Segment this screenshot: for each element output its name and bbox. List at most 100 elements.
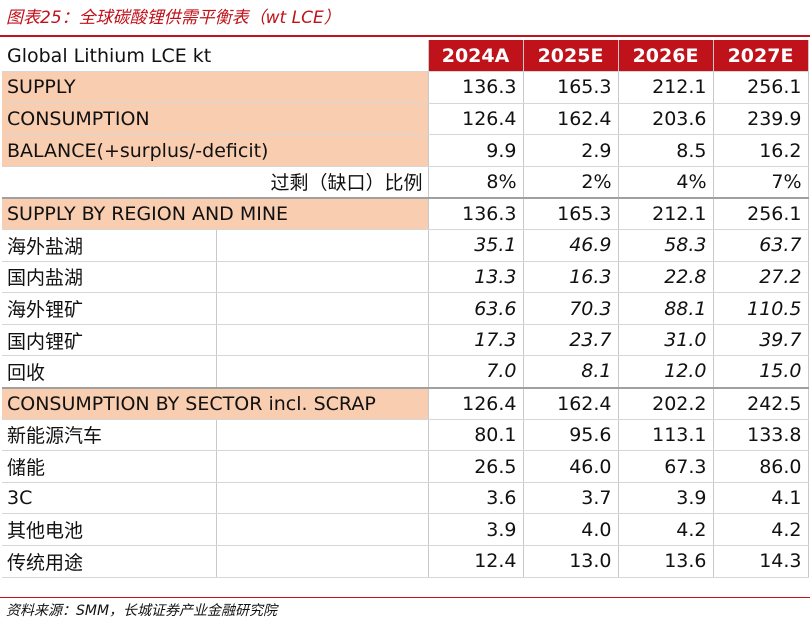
cell-value: 13.3 — [428, 261, 524, 294]
title-divider — [0, 35, 810, 37]
cell-value: 58.3 — [618, 229, 714, 262]
cell-value: 7.0 — [428, 355, 524, 389]
table-row: CONSUMPTION BY SECTOR incl. SCRAP 126.4 … — [2, 386, 809, 420]
cell-value: 95.6 — [523, 419, 619, 452]
empty-cell — [216, 419, 429, 452]
empty-cell — [216, 292, 429, 325]
cell-value: 136.3 — [428, 71, 524, 104]
row-label: 海外锂矿 — [2, 292, 217, 325]
row-label: 国内盐湖 — [2, 261, 217, 294]
cell-value: 110.5 — [713, 292, 809, 325]
row-label: 新能源汽车 — [2, 419, 217, 452]
cell-value: 12.0 — [618, 355, 714, 389]
cell-value: 162.4 — [523, 103, 619, 136]
cell-value: 22.8 — [618, 261, 714, 294]
empty-cell — [216, 261, 429, 294]
cell-value: 70.3 — [523, 292, 619, 325]
source-note: 资料来源：SMM，长城证券产业金融研究院 — [6, 603, 278, 619]
cell-value: 4.1 — [713, 482, 809, 515]
cell-value: 26.5 — [428, 450, 524, 483]
cell-value: 4.2 — [618, 513, 714, 546]
cell-value: 165.3 — [523, 71, 619, 104]
table-row: 国内锂矿 17.3 23.7 31.0 39.7 — [2, 324, 809, 357]
row-label: CONSUMPTION BY SECTOR incl. SCRAP — [2, 386, 429, 420]
cell-value: 16.2 — [713, 134, 809, 167]
empty-cell — [216, 355, 429, 389]
table-row: 传统用途 12.4 13.0 13.6 14.3 — [2, 545, 809, 578]
row-label: 海外盐湖 — [2, 229, 217, 262]
cell-value: 2% — [523, 166, 619, 199]
row-label: 过剩（缺口）比例 — [2, 166, 429, 199]
cell-value: 2.9 — [523, 134, 619, 167]
cell-value: 239.9 — [713, 103, 809, 136]
row-label: 回收 — [2, 355, 217, 389]
cell-value: 242.5 — [713, 386, 809, 420]
row-label: 储能 — [2, 450, 217, 483]
cell-value: 17.3 — [428, 324, 524, 357]
cell-value: 4.2 — [713, 513, 809, 546]
table-row: 过剩（缺口）比例 8% 2% 4% 7% — [2, 166, 809, 199]
cell-value: 80.1 — [428, 419, 524, 452]
cell-value: 13.6 — [618, 545, 714, 578]
cell-value: 4% — [618, 166, 714, 199]
cell-value: 67.3 — [618, 450, 714, 483]
cell-value: 202.2 — [618, 386, 714, 420]
table-row: 国内盐湖 13.3 16.3 22.8 27.2 — [2, 261, 809, 294]
row-label: 其他电池 — [2, 513, 217, 546]
year-header: 2025E — [523, 40, 619, 73]
table-row: 海外锂矿 63.6 70.3 88.1 110.5 — [2, 292, 809, 325]
table-row: 海外盐湖 35.1 46.9 58.3 63.7 — [2, 229, 809, 262]
empty-cell — [216, 513, 429, 546]
year-header: 2024A — [428, 40, 524, 73]
cell-value: 7% — [713, 166, 809, 199]
empty-cell — [216, 229, 429, 262]
year-header: 2027E — [713, 40, 809, 73]
cell-value: 4.0 — [523, 513, 619, 546]
empty-cell — [216, 482, 429, 515]
empty-cell — [216, 324, 429, 357]
table-row: BALANCE(+surplus/-deficit) 9.9 2.9 8.5 1… — [2, 134, 809, 167]
table-row: SUPPLY 136.3 165.3 212.1 256.1 — [2, 71, 809, 104]
lithium-balance-table: Global Lithium LCE kt 2024A 2025E 2026E … — [2, 40, 809, 578]
table-row: 储能 26.5 46.0 67.3 86.0 — [2, 450, 809, 483]
cell-value: 162.4 — [523, 386, 619, 420]
cell-value: 3.7 — [523, 482, 619, 515]
row-label: SUPPLY BY REGION AND MINE — [2, 196, 429, 231]
cell-value: 14.3 — [713, 545, 809, 578]
cell-value: 212.1 — [618, 196, 714, 231]
cell-value: 16.3 — [523, 261, 619, 294]
cell-value: 3.9 — [428, 513, 524, 546]
cell-value: 31.0 — [618, 324, 714, 357]
cell-value: 212.1 — [618, 71, 714, 104]
cell-value: 9.9 — [428, 134, 524, 167]
row-label: 3C — [2, 482, 217, 515]
row-label: 传统用途 — [2, 545, 217, 578]
cell-value: 13.0 — [523, 545, 619, 578]
row-label: CONSUMPTION — [2, 103, 429, 136]
empty-cell — [216, 450, 429, 483]
cell-value: 35.1 — [428, 229, 524, 262]
table-row: 其他电池 3.9 4.0 4.2 4.2 — [2, 513, 809, 546]
cell-value: 113.1 — [618, 419, 714, 452]
figure-title: 图表25：全球碳酸锂供需平衡表（wt LCE） — [6, 8, 341, 28]
cell-value: 39.7 — [713, 324, 809, 357]
cell-value: 12.4 — [428, 545, 524, 578]
cell-value: 15.0 — [713, 355, 809, 389]
year-header: 2026E — [618, 40, 714, 73]
table-row: 3C 3.6 3.7 3.9 4.1 — [2, 482, 809, 515]
cell-value: 63.6 — [428, 292, 524, 325]
cell-value: 3.6 — [428, 482, 524, 515]
table-row: CONSUMPTION 126.4 162.4 203.6 239.9 — [2, 103, 809, 136]
cell-value: 165.3 — [523, 196, 619, 231]
cell-value: 126.4 — [428, 103, 524, 136]
cell-value: 63.7 — [713, 229, 809, 262]
cell-value: 136.3 — [428, 196, 524, 231]
cell-value: 46.0 — [523, 450, 619, 483]
header-row: Global Lithium LCE kt 2024A 2025E 2026E … — [2, 40, 809, 73]
cell-value: 8.5 — [618, 134, 714, 167]
table-row: 新能源汽车 80.1 95.6 113.1 133.8 — [2, 419, 809, 452]
cell-value: 256.1 — [713, 71, 809, 104]
row-label: BALANCE(+surplus/-deficit) — [2, 134, 429, 167]
cell-value: 27.2 — [713, 261, 809, 294]
cell-value: 86.0 — [713, 450, 809, 483]
